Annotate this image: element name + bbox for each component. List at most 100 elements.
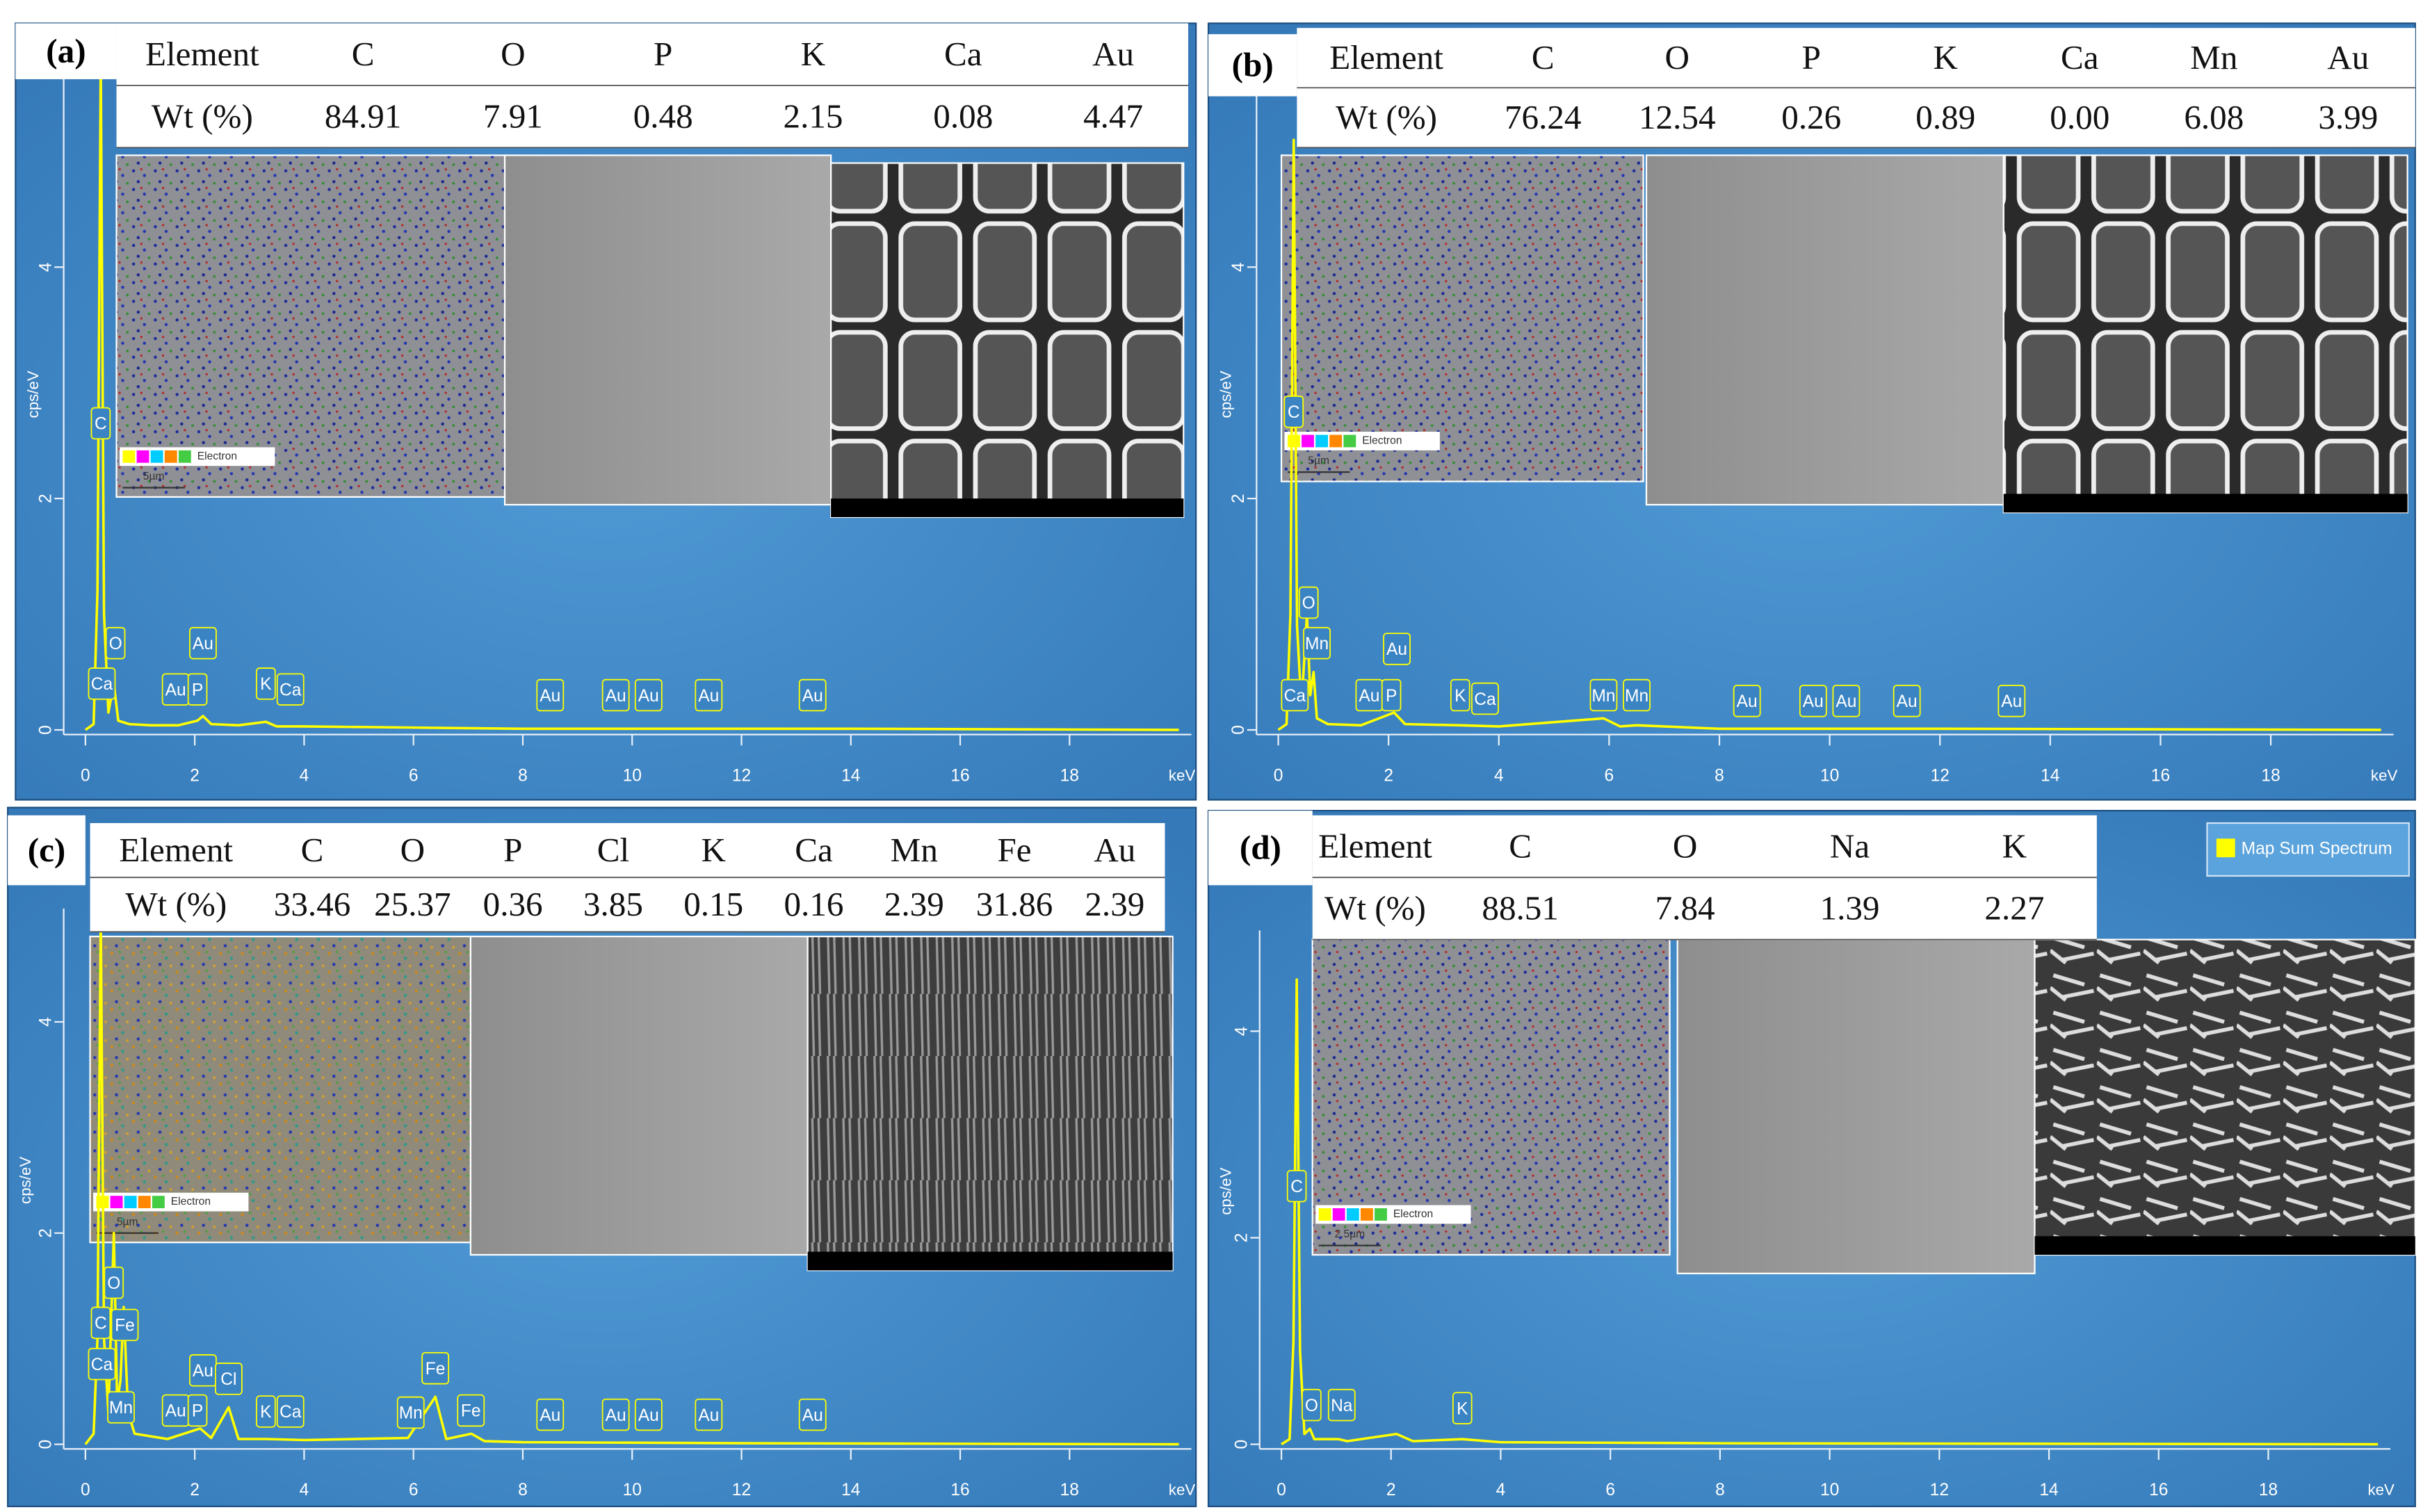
spectrum — [1277, 138, 2381, 731]
sem-footer — [831, 498, 1184, 517]
peak-label: C — [1290, 1178, 1303, 1196]
peak-label-box — [536, 1398, 565, 1431]
table-header-cell: P — [1802, 38, 1821, 76]
y-tick-label: 4 — [1233, 1027, 1251, 1037]
table-header-cell: Mn — [2190, 38, 2237, 76]
table-header-cell: Mn — [891, 831, 938, 869]
peak-label: Mn — [1305, 635, 1329, 653]
panel-label-box — [1208, 811, 1313, 886]
x-tick-label: 2 — [1384, 766, 1393, 785]
table-header-cell: Element — [145, 35, 259, 73]
y-tick-label: 2 — [37, 1228, 56, 1238]
y-axis-label: cps/eV — [24, 371, 42, 418]
peak-label-box — [88, 667, 116, 700]
table-header-cell: O — [1665, 38, 1689, 76]
table-cell: 0.08 — [933, 97, 993, 135]
table-header-cell: K — [701, 831, 725, 869]
table-header-cell: Ca — [795, 831, 833, 869]
panel: 0 2 4 0 2 4 6 8 10 12 14 16 18 keV cps/eV Electron 2.5µm… — [1207, 810, 2416, 1508]
map-key — [150, 450, 163, 463]
peak-label: Cl — [220, 1370, 236, 1389]
peak-label: P — [192, 1402, 203, 1421]
x-tick-label: 8 — [518, 1481, 528, 1499]
peak-label: C — [1288, 403, 1300, 422]
table-header-cell: O — [400, 831, 425, 869]
peak-label-box — [601, 1398, 630, 1431]
x-tick-label: 6 — [409, 766, 419, 785]
x-tick-label: 12 — [1931, 766, 1950, 785]
legend-box — [2206, 822, 2410, 877]
map-key — [1287, 434, 1300, 448]
peak-label: Au — [540, 1406, 560, 1425]
peak-label-box — [88, 1347, 116, 1381]
peak-label-box — [695, 678, 723, 712]
y-tick-label: 2 — [37, 494, 56, 503]
peak-label-box — [90, 1306, 111, 1340]
peak-label-box — [634, 678, 663, 712]
map-key — [124, 1196, 137, 1209]
map-legend: Electron — [197, 450, 237, 462]
peak-label: Ca — [91, 675, 113, 694]
map-key — [1315, 434, 1329, 448]
peak-label-box — [105, 626, 126, 660]
table-cell: 7.84 — [1655, 889, 1715, 927]
x-tick-label: 10 — [623, 766, 642, 785]
peak-label-box — [187, 673, 208, 706]
map-key — [1375, 1208, 1387, 1221]
peak-label: Au — [802, 1406, 823, 1425]
sem-footer — [2034, 1236, 2415, 1255]
micrograph — [469, 935, 809, 1256]
x-tick-label: 12 — [732, 1481, 751, 1499]
peak-label-box — [457, 1394, 485, 1427]
table-header-cell: K — [1934, 38, 1958, 76]
micrograph — [2002, 154, 2408, 514]
map-legend: Electron — [171, 1196, 211, 1208]
peak-label-box — [601, 678, 630, 712]
micrograph — [830, 162, 1185, 519]
table-cell: 1.39 — [1820, 889, 1880, 927]
x-axis-label: keV — [1169, 767, 1196, 784]
table-cell: 2.39 — [884, 885, 944, 923]
legend-label: Map Sum Spectrum — [2242, 839, 2392, 858]
table-header-cell: Cl — [597, 831, 629, 869]
micrograph — [1280, 154, 1644, 482]
table-header-cell: Au — [2327, 38, 2369, 76]
peak-label: Mn — [1625, 687, 1648, 706]
peak-label: Ca — [1474, 690, 1496, 709]
peak-label-box — [276, 673, 305, 706]
peak-label: O — [107, 1274, 120, 1293]
peak-label: Au — [802, 687, 823, 706]
x-tick-label: 8 — [518, 766, 528, 785]
peak-label: Fe — [426, 1360, 446, 1379]
peak-label-box — [798, 1398, 827, 1431]
table-cell: 0.89 — [1915, 98, 1975, 136]
peak-label: Ca — [91, 1356, 113, 1374]
peak-label: Mn — [1591, 687, 1615, 706]
x-tick-label: 10 — [623, 1481, 642, 1499]
peak-label-box — [1298, 586, 1319, 619]
peak-label: Au — [540, 687, 560, 706]
y-tick-label: 2 — [1233, 1233, 1251, 1243]
x-axis-label: keV — [2371, 767, 2398, 784]
micrograph — [1645, 154, 2004, 506]
panel-label: (c) — [28, 831, 66, 869]
peak-label: Au — [638, 1406, 659, 1425]
peak-label-box — [1286, 1169, 1307, 1203]
table-cell: 0.16 — [784, 885, 843, 923]
table-header-cell: O — [501, 35, 525, 73]
table-cell: 2.27 — [1984, 889, 2044, 927]
peak-label: K — [260, 675, 272, 694]
panel-label-box — [8, 815, 86, 886]
scale-label: 5µm — [1308, 455, 1329, 467]
peak-label-box — [634, 1398, 663, 1431]
x-tick-label: 10 — [1820, 766, 1839, 785]
peak-label-box — [107, 1391, 135, 1424]
table-header-cell: P — [654, 35, 672, 73]
peak-label-box — [1471, 682, 1499, 715]
map-legend: Electron — [1393, 1208, 1433, 1220]
y-tick-label: 0 — [37, 1440, 56, 1449]
map-key — [110, 1196, 123, 1209]
micrograph — [1676, 938, 2036, 1274]
peak-label: Mn — [109, 1399, 133, 1417]
peak-label-box — [1302, 1388, 1322, 1422]
